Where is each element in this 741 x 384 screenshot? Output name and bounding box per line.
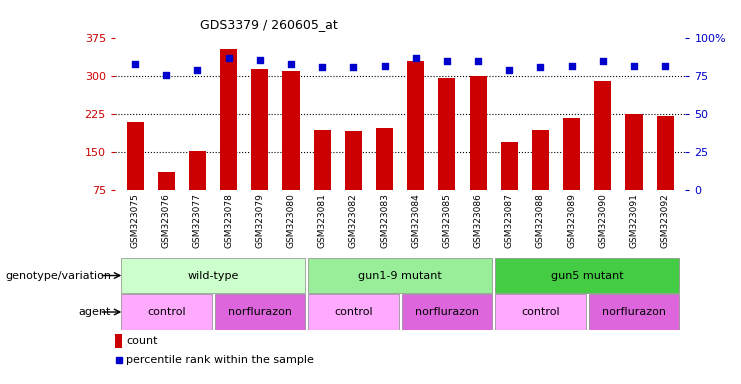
Bar — [563, 118, 580, 190]
Point — [285, 61, 297, 67]
Point — [129, 61, 141, 67]
Point — [597, 58, 608, 64]
Point — [379, 63, 391, 69]
Bar — [158, 172, 175, 190]
Text: control: control — [334, 307, 373, 317]
Text: norflurazon: norflurazon — [227, 307, 292, 317]
Bar — [308, 258, 492, 293]
Point — [410, 55, 422, 61]
Bar — [121, 295, 211, 329]
Text: gun1-9 mutant: gun1-9 mutant — [358, 270, 442, 281]
Bar — [439, 78, 456, 190]
Bar — [407, 61, 425, 190]
Bar — [220, 48, 237, 190]
Text: norflurazon: norflurazon — [415, 307, 479, 317]
Bar — [282, 71, 299, 190]
Text: genotype/variation: genotype/variation — [5, 270, 111, 281]
Point — [160, 72, 172, 78]
Bar — [376, 128, 393, 190]
Point — [192, 67, 204, 73]
Bar — [625, 114, 642, 190]
Point — [254, 56, 266, 63]
Text: percentile rank within the sample: percentile rank within the sample — [126, 355, 314, 365]
Bar — [402, 295, 492, 329]
Bar — [657, 116, 674, 190]
Point — [565, 63, 577, 69]
Bar — [532, 131, 549, 190]
Bar — [189, 151, 206, 190]
Point — [472, 58, 484, 64]
Bar — [345, 131, 362, 190]
Text: norflurazon: norflurazon — [602, 307, 666, 317]
Bar — [589, 295, 679, 329]
Bar — [501, 142, 518, 190]
Bar — [594, 81, 611, 190]
Point — [316, 64, 328, 70]
Bar — [495, 295, 585, 329]
Point — [628, 63, 640, 69]
Bar — [308, 295, 399, 329]
Bar — [121, 258, 305, 293]
Bar — [313, 131, 330, 190]
Point — [441, 58, 453, 64]
Point — [223, 55, 235, 61]
Point — [503, 67, 515, 73]
Text: GDS3379 / 260605_at: GDS3379 / 260605_at — [200, 18, 338, 31]
Bar — [115, 334, 122, 348]
Text: count: count — [126, 336, 158, 346]
Point — [659, 63, 671, 69]
Point — [534, 64, 546, 70]
Text: agent: agent — [79, 307, 111, 317]
Bar — [495, 258, 679, 293]
Point — [348, 64, 359, 70]
Text: gun5 mutant: gun5 mutant — [551, 270, 623, 281]
Bar — [470, 76, 487, 190]
Bar — [215, 295, 305, 329]
Text: control: control — [147, 307, 185, 317]
Text: wild-type: wild-type — [187, 270, 239, 281]
Bar — [127, 122, 144, 190]
Text: control: control — [521, 307, 559, 317]
Bar — [251, 69, 268, 190]
